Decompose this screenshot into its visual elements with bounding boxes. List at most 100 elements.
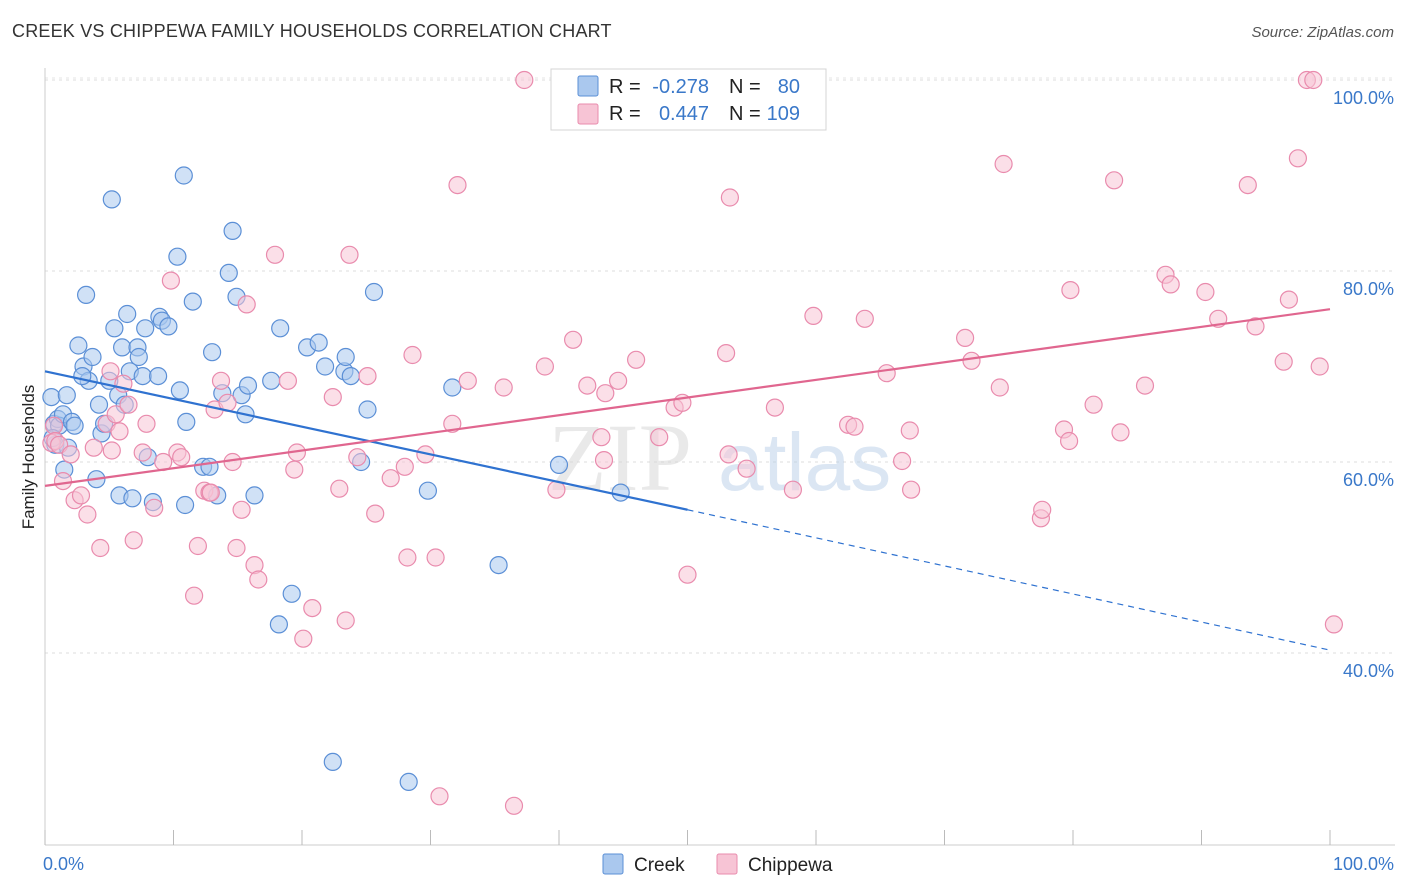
chippewa-point-4 xyxy=(53,472,73,491)
creek-point-61 xyxy=(282,584,301,603)
legend-n-value-1: 109 xyxy=(767,103,800,125)
bottom-legend-creek: Creek xyxy=(634,855,685,876)
chippewa-point-97 xyxy=(1104,171,1124,190)
creek-point-11 xyxy=(69,336,88,355)
chippewa-point-79 xyxy=(765,398,785,417)
chippewa-point-99 xyxy=(1135,376,1155,395)
y-tick-label-60: 60.0% xyxy=(1343,470,1394,490)
chippewa-point-90 xyxy=(994,154,1013,174)
chippewa-point-50 xyxy=(395,457,414,476)
chippewa-point-88 xyxy=(962,351,981,370)
chippewa-point-34 xyxy=(232,500,251,519)
chippewa-point-55 xyxy=(430,787,449,806)
creek-point-64 xyxy=(316,357,335,376)
chart-title: CREEK VS CHIPPEWA FAMILY HOUSEHOLDS CORR… xyxy=(12,21,612,41)
y-axis-label: Family Households xyxy=(19,385,38,530)
chippewa-point-65 xyxy=(578,376,597,395)
creek-point-79 xyxy=(73,367,92,386)
chippewa-point-54 xyxy=(426,548,445,567)
creek-point-51 xyxy=(219,263,238,282)
chippewa-point-101 xyxy=(1161,275,1180,294)
chippewa-point-108 xyxy=(1288,149,1308,168)
legend-n-label-1: N = xyxy=(729,103,761,125)
y-tick-labels: 40.0% 60.0% 80.0% 100.0% xyxy=(1333,88,1394,681)
creek-point-39 xyxy=(159,317,178,336)
chippewa-point-59 xyxy=(494,378,513,397)
creek-point-27 xyxy=(118,304,137,324)
chippewa-point-70 xyxy=(626,350,646,369)
creek-point-17 xyxy=(89,395,109,414)
chippewa-point-43 xyxy=(323,388,342,407)
creek-point-10 xyxy=(65,416,84,435)
y-tick-label-80: 80.0% xyxy=(1343,279,1394,299)
chippewa-point-10 xyxy=(91,538,110,558)
chippewa-point-20 xyxy=(145,498,164,517)
chippewa-point-18 xyxy=(133,443,152,462)
chippewa-point-39 xyxy=(278,371,297,390)
chippewa-point-64 xyxy=(563,330,583,349)
creek-point-57 xyxy=(245,486,264,505)
chippewa-point-116 xyxy=(201,483,220,502)
creek-point-44 xyxy=(177,412,196,431)
creek-point-41 xyxy=(170,381,189,400)
creek-point-67 xyxy=(336,347,355,367)
creek-point-21 xyxy=(102,190,121,209)
chippewa-point-14 xyxy=(110,422,129,441)
chippewa-point-26 xyxy=(188,536,207,556)
chippewa-point-49 xyxy=(381,469,400,488)
trend-lines xyxy=(44,308,1331,651)
chippewa-point-84 xyxy=(877,364,896,383)
creek-point-77 xyxy=(611,483,630,502)
chippewa-point-5 xyxy=(61,445,80,464)
creek-point-33 xyxy=(136,319,155,338)
chippewa-point-102 xyxy=(1196,282,1215,302)
chippewa-point-81 xyxy=(804,306,823,325)
chippewa-point-61 xyxy=(515,70,534,90)
creek-point-60 xyxy=(271,319,290,338)
creek-point-72 xyxy=(399,772,418,792)
bottom-legend-swatch-creek xyxy=(602,853,624,875)
chippewa-point-68 xyxy=(596,384,615,403)
creek-point-75 xyxy=(489,555,508,575)
creek-point-73 xyxy=(418,481,437,500)
series-chippewa xyxy=(42,70,1344,815)
chippewa-point-89 xyxy=(990,378,1009,397)
creek-point-74 xyxy=(443,378,462,397)
chippewa-point-37 xyxy=(249,570,268,589)
chippewa-point-106 xyxy=(1274,352,1293,371)
creek-point-47 xyxy=(200,457,219,476)
chippewa-point-51 xyxy=(398,548,417,567)
chippewa-point-58 xyxy=(458,371,477,390)
chippewa-point-107 xyxy=(1279,290,1299,309)
chippewa-point-118 xyxy=(358,367,377,386)
creek-point-7 xyxy=(57,386,76,405)
x-ticks xyxy=(44,830,1331,845)
chippewa-point-83 xyxy=(855,309,874,328)
creek-point-40 xyxy=(168,247,187,266)
creek-point-65 xyxy=(323,752,342,772)
chippewa-point-105 xyxy=(1246,317,1265,336)
chippewa-point-75 xyxy=(716,344,736,363)
chippewa-point-110 xyxy=(1304,70,1323,90)
chippewa-point-60 xyxy=(504,796,524,815)
legend-r-value-0: -0.278 xyxy=(652,76,709,98)
chippewa-point-113 xyxy=(845,417,864,436)
chippewa-point-87 xyxy=(955,328,975,347)
chippewa-point-86 xyxy=(901,480,921,499)
chippewa-point-24 xyxy=(172,448,191,467)
chippewa-point-112 xyxy=(1324,615,1344,634)
chippewa-point-67 xyxy=(594,451,614,470)
chippewa-point-78 xyxy=(737,459,756,478)
y-tick-label-40: 40.0% xyxy=(1343,661,1394,681)
creek-point-29 xyxy=(123,489,142,508)
legend-n-label-0: N = xyxy=(729,76,761,98)
x-tick-label-left: 0.0% xyxy=(43,854,84,874)
chippewa-point-104 xyxy=(1238,176,1257,195)
creek-point-71 xyxy=(364,282,384,302)
creek-point-70 xyxy=(358,400,377,419)
axes xyxy=(44,68,1395,846)
creek-point-48 xyxy=(203,343,222,362)
chippewa-point-17 xyxy=(124,531,143,550)
y-tick-label-100: 100.0% xyxy=(1333,88,1394,108)
